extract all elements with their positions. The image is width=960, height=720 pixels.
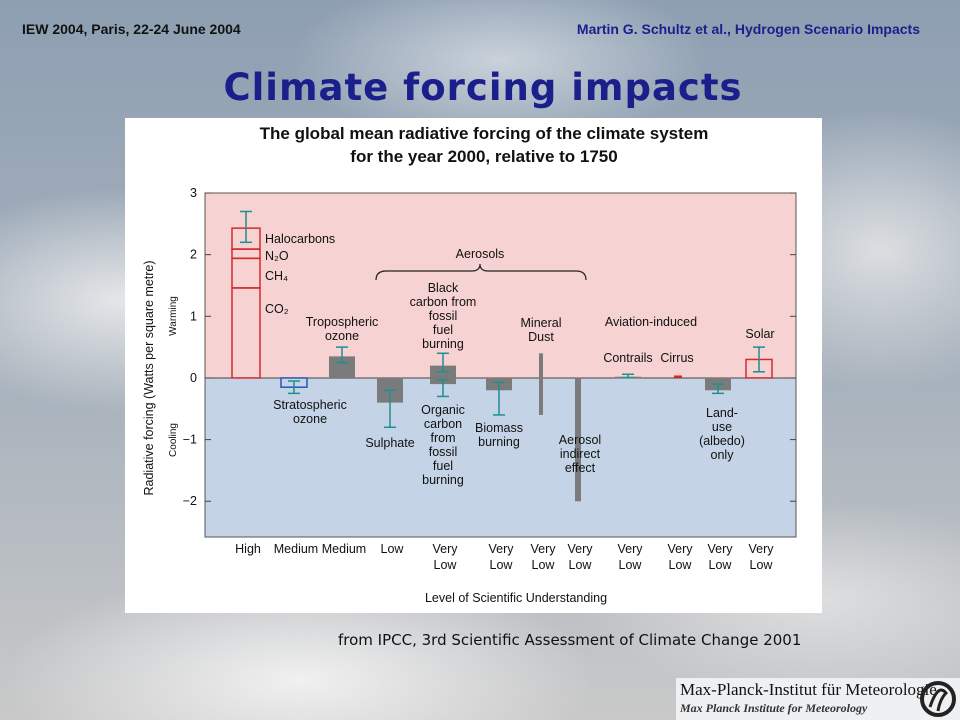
range-bar [539, 353, 543, 415]
logo-line1: Max-Planck-Institut für Meteorologie [680, 680, 937, 699]
x-axis-label: Level of Scientific Understanding [425, 591, 607, 605]
x-tick-label: Very [567, 542, 593, 556]
x-tick-label: Very [432, 542, 458, 556]
range-bar [674, 375, 682, 378]
y-axis-label: Radiative forcing (Watts per square metr… [142, 260, 156, 495]
plot-frame [204, 192, 797, 538]
bar-label: Solar [745, 327, 774, 341]
chart-title: for the year 2000, relative to 1750 [350, 147, 617, 166]
bar-label: (albedo) [699, 434, 745, 448]
bar-label: use [712, 420, 732, 434]
x-tick-label: Very [530, 542, 556, 556]
bar-label: from [431, 431, 456, 445]
y-tick-label: −1 [183, 433, 197, 447]
bar-label: effect [565, 461, 596, 475]
bar-label: Biomass [475, 421, 523, 435]
x-tick-label: Very [617, 542, 643, 556]
chart-title: The global mean radiative forcing of the… [260, 124, 709, 143]
bar-label: ozone [325, 329, 359, 343]
bar-label: Aerosol [559, 433, 601, 447]
warming-region [205, 193, 796, 378]
bar-label: Cirrus [660, 351, 693, 365]
bar-label: indirect [560, 447, 601, 461]
bar-label: Tropospheric [306, 315, 379, 329]
segment-label: Halocarbons [265, 232, 335, 246]
bar-label: Land- [706, 406, 738, 420]
segment-label: CO₂ [265, 302, 289, 316]
x-tick-label: Low [490, 558, 514, 572]
bar-label: fossil [429, 309, 457, 323]
x-tick-label: Low [709, 558, 733, 572]
bar [329, 356, 355, 378]
group-label: Aviation-induced [605, 315, 697, 329]
y-tick-label: 1 [190, 309, 197, 323]
group-brace [375, 263, 587, 281]
range-bar [575, 377, 581, 502]
x-tick-label: Low [669, 558, 693, 572]
x-tick-label: Very [707, 542, 733, 556]
cooling-label: Cooling [168, 423, 179, 457]
x-tick-label: Low [619, 558, 643, 572]
bar-label: only [711, 448, 735, 462]
slide-title: Climate forcing impacts [223, 66, 743, 109]
x-tick-label: Very [667, 542, 693, 556]
bar-label: fuel [433, 323, 453, 337]
x-tick-label: Low [532, 558, 556, 572]
y-tick-label: 3 [190, 186, 197, 200]
bar-label: ozone [293, 412, 327, 426]
bar-label: burning [478, 435, 520, 449]
segment-label: CH₄ [265, 269, 288, 283]
y-tick-label: 0 [190, 371, 197, 385]
group-label: Aerosols [456, 247, 505, 261]
y-tick-label: −2 [183, 494, 197, 508]
header-left: IEW 2004, Paris, 22-24 June 2004 [22, 21, 241, 37]
segment-label: N₂O [265, 249, 289, 263]
bar-label: carbon [424, 417, 462, 431]
bar-label: burning [422, 473, 464, 487]
x-tick-label: Low [381, 542, 405, 556]
warming-label: Warming [168, 296, 179, 336]
logo: Max-Planck-Institut für Meteorologie Max… [676, 678, 960, 720]
x-tick-label: Medium [322, 542, 366, 556]
x-tick-label: Low [569, 558, 593, 572]
bar-label: Mineral [521, 316, 562, 330]
bar-label: carbon from [410, 295, 477, 309]
bar-label: fuel [433, 459, 453, 473]
logo-icon [920, 681, 956, 717]
cooling-region [205, 377, 796, 537]
x-tick-label: Very [748, 542, 774, 556]
bar-label: Dust [528, 330, 554, 344]
x-tick-label: Very [488, 542, 514, 556]
bar-label: Stratospheric [273, 398, 347, 412]
x-tick-label: Medium [274, 542, 318, 556]
bar-label: burning [422, 337, 464, 351]
header-right: Martin G. Schultz et al., Hydrogen Scena… [576, 21, 920, 37]
bar-label: Organic [421, 403, 465, 417]
x-tick-label: High [235, 542, 261, 556]
x-tick-label: Low [750, 558, 774, 572]
bar-label: Contrails [603, 351, 652, 365]
citation: from IPCC, 3rd Scientific Assessment of … [338, 631, 802, 649]
bar-label: fossil [429, 445, 457, 459]
bar-label: Sulphate [365, 436, 414, 450]
x-tick-label: Low [434, 558, 458, 572]
bar-label: Black [428, 281, 459, 295]
y-tick-label: 2 [190, 248, 197, 262]
logo-line2: Max Planck Institute for Meteorology [680, 701, 868, 715]
